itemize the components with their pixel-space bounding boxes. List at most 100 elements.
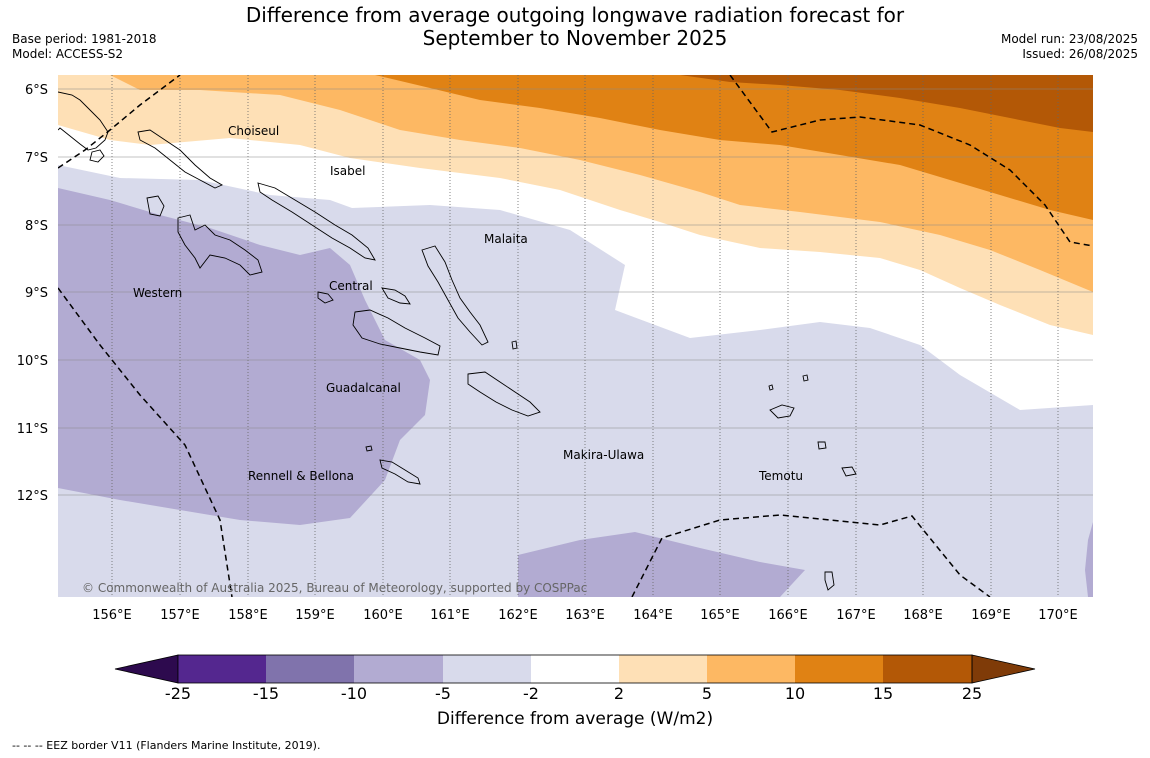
colorbar-bin-5-10 [707, 655, 795, 683]
copyright-text: © Commonwealth of Australia 2025, Bureau… [82, 581, 587, 595]
colorbar-tick-minus15: -15 [253, 684, 279, 703]
colorbar-tick-labels: -25 -15 -10 -5 -2 2 5 10 15 25 [165, 684, 982, 703]
colorbar-extend-high [971, 654, 1036, 684]
utupua-island [817, 441, 827, 450]
ulawa-island [511, 340, 518, 350]
reef-islands [768, 384, 774, 391]
eez-border-north-east [729, 75, 1093, 247]
lat-label-12s: 12°S [17, 489, 48, 504]
bellona-island [365, 445, 373, 452]
colorbar-bin-minus5-minus2 [443, 655, 531, 683]
colorbar: -25 -15 -10 -5 -2 2 5 10 15 25 [114, 654, 1036, 703]
vanikoro-island [841, 466, 857, 477]
coastlines [58, 91, 857, 591]
colorbar-bin-15-25 [883, 655, 972, 683]
anomaly-region-minus10-minus5-east [1085, 522, 1093, 597]
rennell-island [379, 459, 421, 485]
meta-right: Model run: 23/08/2025 Issued: 26/08/2025 [1001, 32, 1138, 62]
model-run-text: Model run: 23/08/2025 [1000, 32, 1138, 46]
colorbar-bin-10-15 [795, 655, 883, 683]
label-western: Western [133, 286, 182, 300]
lon-label-165e: 165°E [700, 608, 740, 623]
colorbar-tick-minus10: -10 [341, 684, 367, 703]
title-line-1: Difference from average outgoing longwav… [245, 3, 905, 27]
lon-label-160e: 160°E [363, 608, 403, 623]
vella-lavella [146, 195, 165, 217]
anomaly-region-minus10-minus5-south [518, 532, 805, 597]
colorbar-tick-2: 2 [614, 684, 624, 703]
new-georgia-group [177, 214, 263, 276]
colorbar-extend-low [114, 654, 179, 684]
lon-label-170e: 170°E [1038, 608, 1078, 623]
label-makira-ulawa: Makira-Ulawa [563, 448, 644, 462]
province-labels: Choiseul Isabel Malaita Western Central … [133, 124, 803, 483]
meta-left: Base period: 1981-2018 Model: ACCESS-S2 [12, 32, 157, 62]
lat-label-9s: 9°S [25, 286, 48, 301]
anomaly-region-10-15 [375, 75, 1093, 220]
colorbar-tick-minus5: -5 [435, 684, 451, 703]
shortland-islands [89, 149, 105, 163]
lat-label-8s: 8°S [25, 219, 48, 234]
label-isabel: Isabel [330, 164, 365, 178]
guadalcanal-island [352, 309, 441, 356]
lon-label-156e: 156°E [92, 608, 132, 623]
chart-title: Difference from average outgoing longwav… [200, 4, 950, 50]
eez-footnote: -- -- -- EEZ border V11 (Flanders Marine… [12, 739, 321, 752]
florida-islands [381, 287, 411, 305]
label-guadalcanal: Guadalcanal [326, 381, 401, 395]
lat-label-7s: 7°S [25, 151, 48, 166]
malaita-island [421, 245, 489, 346]
lon-label-168e: 168°E [903, 608, 943, 623]
label-malaita: Malaita [484, 232, 528, 246]
colorbar-bin-minus2-2 [531, 655, 619, 683]
lon-label-167e: 167°E [836, 608, 876, 623]
santa-cruz-islands [769, 404, 795, 419]
colorbar-bin-minus25-minus15 [178, 655, 266, 683]
base-period-text: Base period: 1981-2018 [12, 32, 157, 46]
label-temotu: Temotu [758, 469, 803, 483]
latitude-tick-labels: 6°S 7°S 8°S 9°S 10°S 11°S 12°S [17, 83, 48, 504]
lon-label-161e: 161°E [430, 608, 470, 623]
lon-label-166e: 166°E [768, 608, 808, 623]
colorbar-bin-minus15-minus10 [266, 655, 354, 683]
map-plot-area: Choiseul Isabel Malaita Western Central … [58, 75, 1093, 597]
lon-label-157e: 157°E [160, 608, 200, 623]
label-central: Central [329, 279, 373, 293]
lat-label-6s: 6°S [25, 83, 48, 98]
issued-text: Issued: 26/08/2025 [1022, 47, 1138, 61]
eez-border-north-west [58, 75, 181, 169]
longitude-gridlines [111, 75, 1059, 597]
tikopia-island [824, 571, 835, 591]
colorbar-bin-minus10-minus5 [354, 655, 443, 683]
lon-label-163e: 163°E [565, 608, 605, 623]
lon-label-164e: 164°E [633, 608, 673, 623]
title-line-2: September to November 2025 [422, 26, 728, 50]
eez-border-south [631, 514, 991, 597]
bougainville-coast [58, 91, 109, 151]
colorbar-tick-minus25: -25 [165, 684, 191, 703]
lon-label-158e: 158°E [228, 608, 268, 623]
duff-islands [802, 374, 809, 382]
lon-label-169e: 169°E [971, 608, 1011, 623]
colorbar-tick-minus2: -2 [523, 684, 539, 703]
latitude-gridlines [58, 88, 1093, 496]
lat-label-11s: 11°S [17, 422, 48, 437]
choiseul-island [137, 129, 223, 189]
colorbar-outline [177, 654, 973, 684]
label-rennell-bellona: Rennell & Bellona [248, 469, 354, 483]
colorbar-tick-5: 5 [702, 684, 712, 703]
eez-borders [58, 75, 1093, 597]
lon-label-159e: 159°E [295, 608, 335, 623]
colorbar-tick-15: 15 [873, 684, 893, 703]
makira-island [467, 371, 541, 417]
label-choiseul: Choiseul [228, 124, 279, 138]
colorbar-tick-10: 10 [785, 684, 805, 703]
colorbar-bin-2-5 [619, 655, 707, 683]
model-text: Model: ACCESS-S2 [12, 47, 124, 61]
russell-islands [317, 291, 334, 304]
colorbar-tick-25: 25 [962, 684, 982, 703]
lon-label-162e: 162°E [498, 608, 538, 623]
colorbar-label: Difference from average (W/m2) [436, 709, 714, 729]
anomaly-region-minus10-minus5-west [58, 188, 430, 525]
